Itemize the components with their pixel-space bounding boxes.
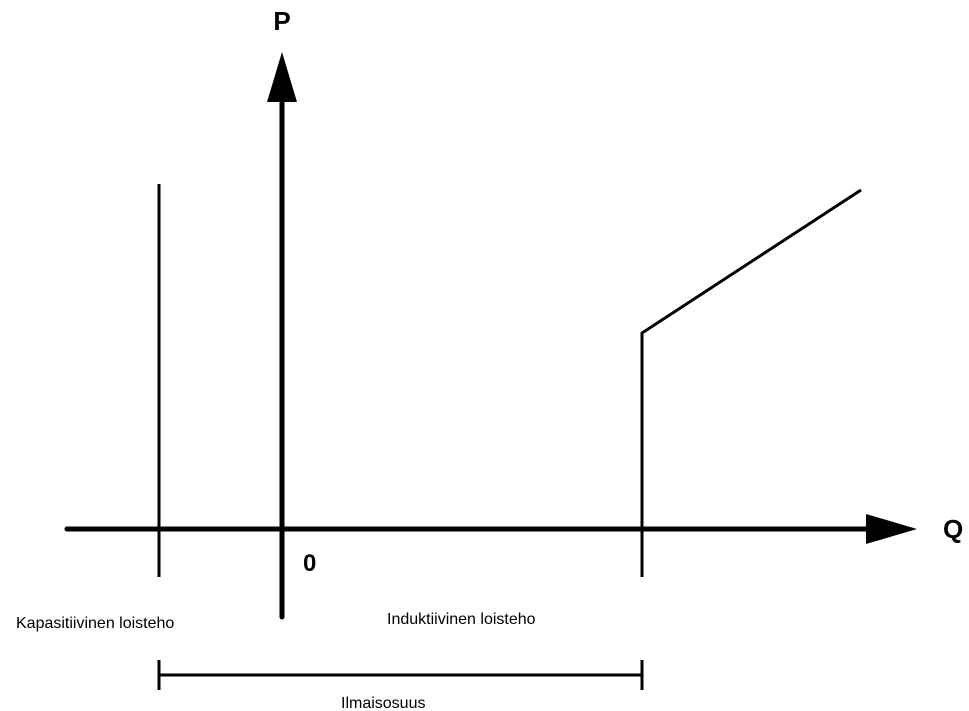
tariff-curve [640,188,862,529]
q-axis-arrowhead [866,514,917,544]
free-share-label: Ilmaisosuus [341,695,425,711]
q-axis-label: Q [943,514,963,544]
p-axis-label: P [273,6,290,36]
origin-label: 0 [303,550,316,577]
capacitive-power-label: Kapasitiivinen loisteho [16,615,174,632]
p-axis-arrowhead [267,52,297,102]
inductive-power-label: Induktiivinen loisteho [387,611,536,628]
